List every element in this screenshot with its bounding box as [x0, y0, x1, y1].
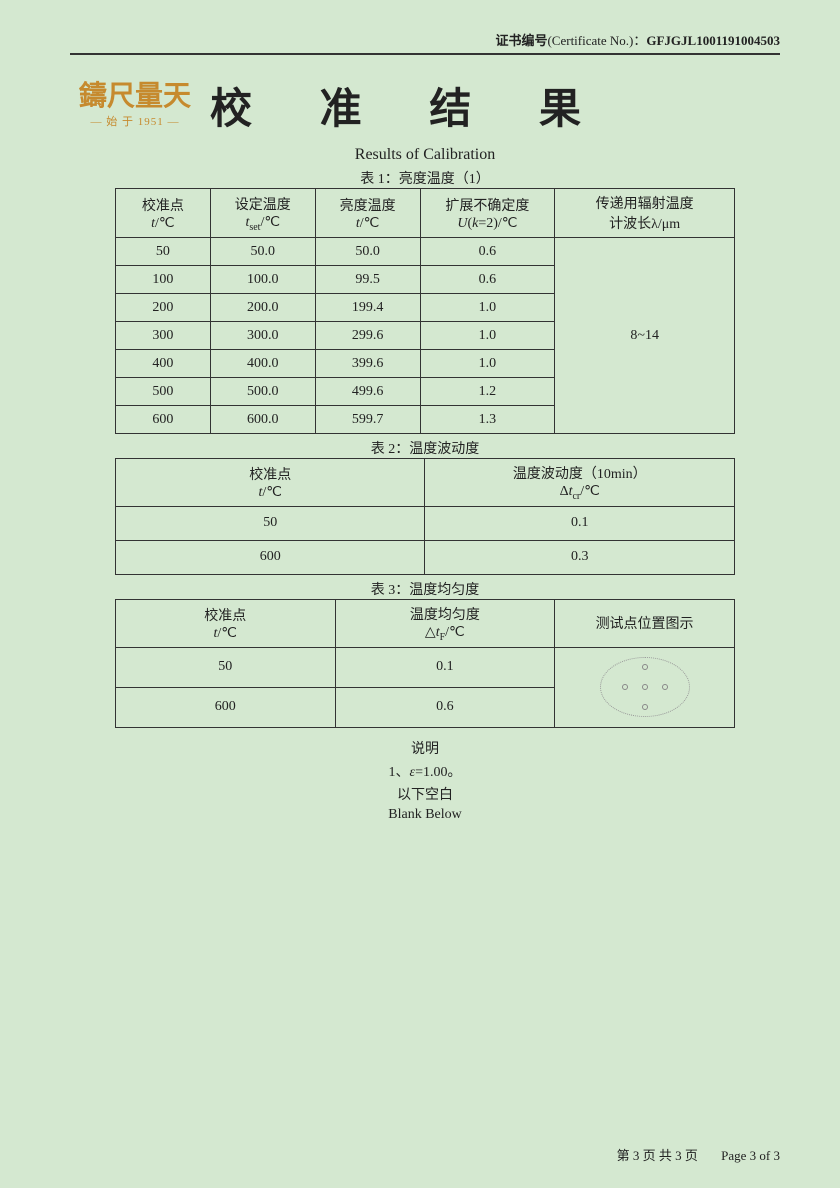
t3-h1a: 校准点 [204, 609, 246, 624]
footer-cn: 第 3 页 共 3 页 [617, 1148, 698, 1163]
table2: 校准点t/℃ 温度波动度（10min）Δtcr/℃ 500.1 6000.3 [115, 458, 735, 575]
table3: 校准点t/℃ 温度均匀度△tF/℃ 测试点位置图示 50 0.1 600 0.6 [115, 599, 735, 728]
blank-en: Blank Below [70, 807, 780, 823]
t1-h5a: 传递用辐射温度 [596, 197, 694, 212]
t1-h3a: 亮度温度 [340, 199, 396, 214]
page-footer: 第 3 页 共 3 页 Page 3 of 3 [597, 1145, 780, 1164]
wavelength-cell: 8~14 [555, 238, 735, 434]
table3-caption: 表 3：温度均匀度 [70, 579, 780, 599]
page-title-en: Results of Calibration [70, 146, 780, 164]
logo-text: 鑄尺量天 [70, 83, 200, 111]
cert-label-cn: 证书编号 [495, 33, 547, 48]
logo: 鑄尺量天 — 始 于 1951 — [70, 83, 200, 129]
logo-subtext: — 始 于 1951 — [70, 113, 200, 129]
t1-h2a: 设定温度 [235, 198, 291, 213]
table-row: 50 0.1 [116, 647, 735, 687]
t3-h2a: 温度均匀度 [410, 608, 480, 623]
t1-h4a: 扩展不确定度 [445, 199, 529, 214]
title-row: 鑄尺量天 — 始 于 1951 — 校 准 结 果 [70, 75, 780, 136]
page-title-cn: 校 准 结 果 [210, 75, 609, 136]
table-row: 5050.050.00.68~14 [116, 238, 735, 266]
notes-label: 说明 [70, 738, 780, 758]
table1-caption: 表 1：亮度温度（1） [70, 168, 780, 188]
blank-cn: 以下空白 [70, 784, 780, 804]
diagram-cell [555, 647, 735, 727]
cert-number: GFJGJL1001191004503 [646, 33, 780, 48]
t2-h1a: 校准点 [249, 468, 291, 483]
notes: 说明 1、ε=1.00。 以下空白 Blank Below [70, 738, 780, 823]
cert-label-en: (Certificate No.)： [547, 33, 646, 48]
t1-h1a: 校准点 [142, 199, 184, 214]
t1-h5b: 计波长λ/μm [609, 217, 680, 232]
table2-caption: 表 2：温度波动度 [70, 438, 780, 458]
notes-line1: 1、ε=1.00。 [70, 761, 780, 781]
certificate-header: 证书编号(Certificate No.)：GFJGJL100119100450… [70, 30, 780, 55]
table1: 校准点t/℃ 设定温度tset/℃ 亮度温度t/℃ 扩展不确定度U(k=2)/℃… [115, 188, 735, 434]
test-point-diagram [595, 652, 695, 722]
t3-h3: 测试点位置图示 [555, 599, 735, 647]
table-row: 500.1 [116, 506, 735, 540]
t2-h2a: 温度波动度（10min） [513, 467, 647, 482]
footer-en: Page 3 of 3 [721, 1148, 780, 1163]
table-row: 6000.3 [116, 540, 735, 574]
